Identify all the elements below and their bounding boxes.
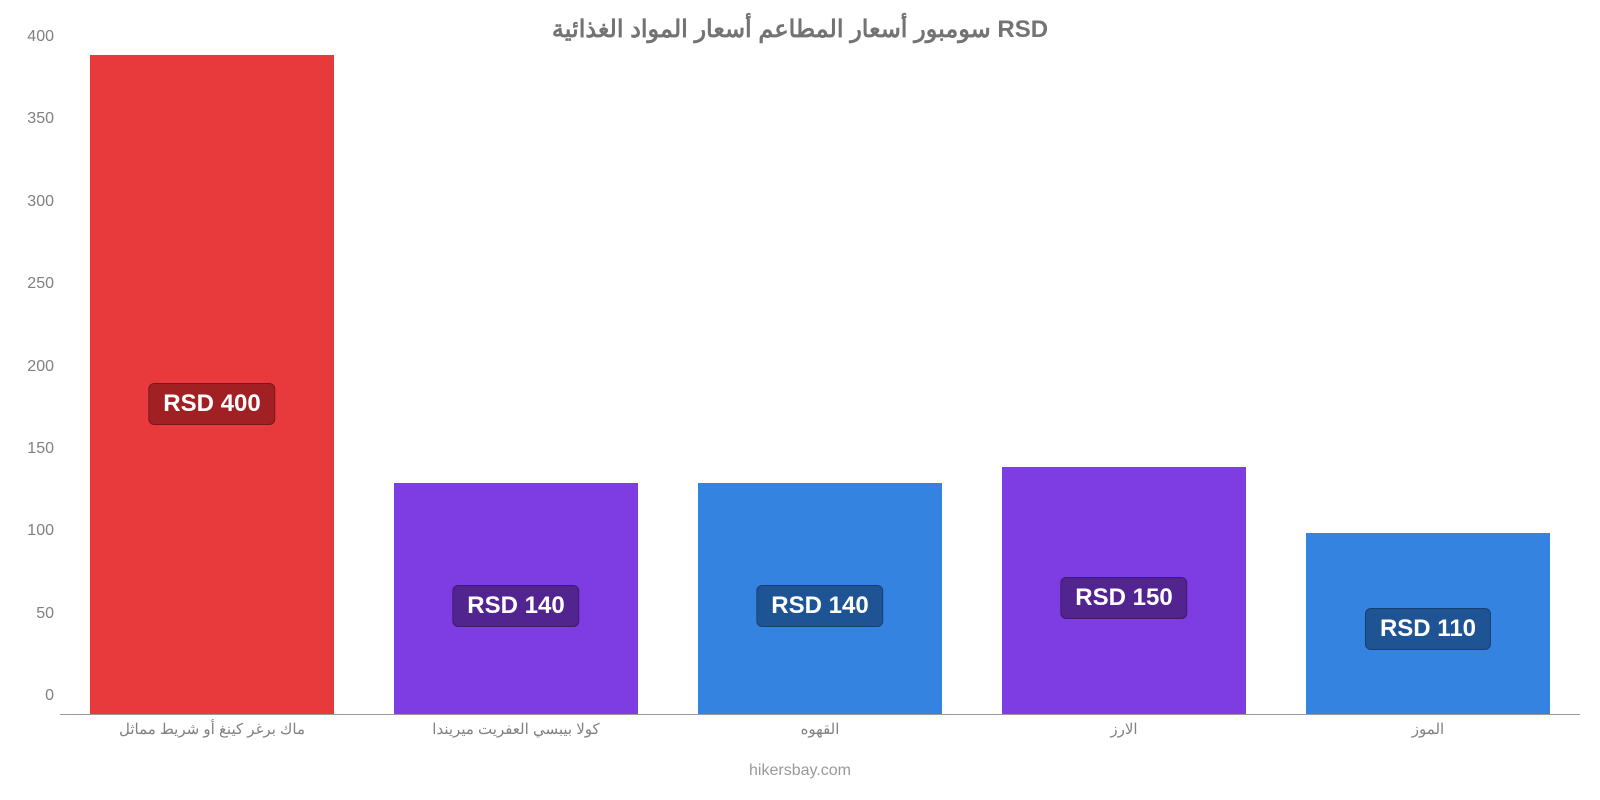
y-tick: 350 bbox=[10, 110, 54, 128]
x-axis-label: الموز bbox=[1276, 720, 1580, 738]
y-tick: 200 bbox=[10, 358, 54, 376]
y-tick: 0 bbox=[10, 687, 54, 705]
bar-slot: RSD 140 bbox=[364, 55, 668, 714]
bar-slot: RSD 110 bbox=[1276, 55, 1580, 714]
y-tick: 100 bbox=[10, 522, 54, 540]
chart-title: سومبور أسعار المطاعم أسعار المواد الغذائ… bbox=[0, 15, 1600, 44]
x-axis-label: القهوه bbox=[668, 720, 972, 738]
x-axis-label: كولا بيبسي العفريت ميريندا bbox=[364, 720, 668, 738]
y-tick: 400 bbox=[10, 28, 54, 46]
bar-value-label: RSD 150 bbox=[1060, 577, 1187, 619]
bars-group: RSD 400 RSD 140 RSD 140 RSD 150 RSD 110 bbox=[60, 55, 1580, 714]
bar-value-label: RSD 400 bbox=[148, 383, 275, 425]
x-axis-label: ماك برغر كينغ أو شريط مماثل bbox=[60, 720, 364, 738]
y-tick: 300 bbox=[10, 193, 54, 211]
y-tick: 250 bbox=[10, 275, 54, 293]
bar: RSD 400 bbox=[90, 55, 333, 714]
bar-slot: RSD 150 bbox=[972, 55, 1276, 714]
bar-value-label: RSD 140 bbox=[452, 585, 579, 627]
x-axis-labels: ماك برغر كينغ أو شريط مماثلكولا بيبسي ال… bbox=[60, 720, 1580, 738]
bar-value-label: RSD 110 bbox=[1365, 608, 1491, 650]
bar: RSD 110 bbox=[1306, 533, 1549, 714]
x-axis-label: الارز bbox=[972, 720, 1276, 738]
y-tick: 150 bbox=[10, 440, 54, 458]
y-tick: 50 bbox=[10, 605, 54, 623]
bar: RSD 140 bbox=[394, 483, 637, 714]
price-bar-chart: سومبور أسعار المطاعم أسعار المواد الغذائ… bbox=[0, 0, 1600, 800]
bar-slot: RSD 400 bbox=[60, 55, 364, 714]
bar: RSD 140 bbox=[698, 483, 941, 714]
bar-slot: RSD 140 bbox=[668, 55, 972, 714]
bar-value-label: RSD 140 bbox=[756, 585, 883, 627]
chart-caption: hikersbay.com bbox=[0, 762, 1600, 780]
plot-area: 050100150200250300350400 RSD 400RSD 140R… bbox=[60, 55, 1580, 715]
bar: RSD 150 bbox=[1002, 467, 1245, 714]
